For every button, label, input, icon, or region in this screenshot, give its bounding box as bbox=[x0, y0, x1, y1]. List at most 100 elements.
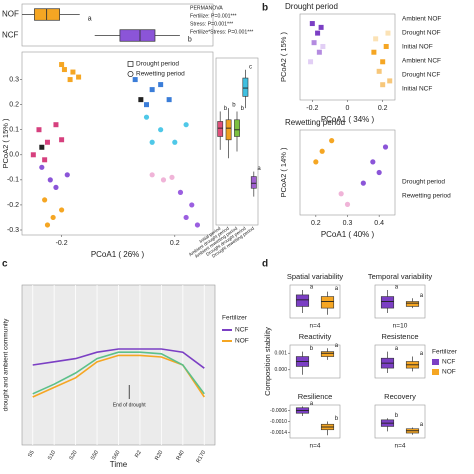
panel-title: Resilience bbox=[298, 392, 333, 401]
significance-letter: a bbox=[88, 15, 92, 22]
legend-label: Ambient NCF bbox=[402, 58, 441, 65]
point bbox=[144, 102, 150, 108]
point bbox=[44, 139, 50, 145]
panel-title: Resistence bbox=[381, 332, 418, 341]
x-tick-label: 0.4 bbox=[374, 220, 384, 227]
point bbox=[132, 77, 138, 83]
x-tick-label: R20 bbox=[154, 450, 164, 462]
box bbox=[320, 351, 335, 357]
box bbox=[119, 29, 156, 42]
y-tick-label: 0.1 bbox=[9, 127, 19, 134]
significance-letter: a bbox=[257, 166, 261, 172]
x-axis-title: PCoA1 ( 34% ) bbox=[321, 115, 375, 124]
legend-swatch bbox=[432, 369, 439, 375]
significance-letter: c bbox=[249, 64, 252, 70]
point bbox=[70, 69, 76, 75]
point bbox=[380, 59, 386, 65]
panel-label: d bbox=[262, 259, 268, 270]
point bbox=[149, 87, 155, 93]
point bbox=[149, 172, 155, 178]
point bbox=[360, 180, 366, 186]
point bbox=[53, 122, 59, 128]
legend-label: Drought NCF bbox=[402, 72, 440, 79]
x-tick-label: -0.2 bbox=[306, 105, 318, 112]
legend-label: NCF bbox=[235, 327, 248, 334]
point bbox=[311, 40, 317, 46]
point bbox=[344, 201, 351, 207]
point bbox=[313, 159, 319, 165]
legend-label: Initial NCF bbox=[402, 86, 432, 93]
legend-label: Rewetting period bbox=[402, 193, 451, 200]
point bbox=[30, 152, 36, 158]
point bbox=[309, 21, 315, 27]
x-tick-label: 0.2 bbox=[170, 240, 180, 247]
legend-label: Drought period bbox=[402, 179, 445, 186]
point bbox=[371, 49, 377, 55]
y-tick-label: 0.2 bbox=[9, 101, 19, 108]
box bbox=[225, 119, 232, 141]
point bbox=[183, 122, 189, 128]
category-label: NOF bbox=[2, 10, 19, 19]
significance-letter: a bbox=[420, 351, 424, 357]
point bbox=[59, 62, 65, 68]
significance-letter: a bbox=[395, 285, 399, 291]
point bbox=[169, 174, 175, 180]
point bbox=[172, 139, 178, 145]
stats-note: PERMANOVA bbox=[190, 5, 223, 11]
point bbox=[50, 214, 56, 221]
x-tick-label: S10 bbox=[47, 450, 57, 461]
point bbox=[316, 49, 322, 55]
point bbox=[177, 189, 184, 195]
box bbox=[234, 119, 240, 137]
point bbox=[373, 36, 379, 42]
point bbox=[338, 191, 344, 197]
x-tick-label: 0.2 bbox=[378, 105, 388, 112]
significance-letter: a bbox=[310, 401, 314, 407]
y-tick-label: 0.001 bbox=[274, 351, 287, 357]
legend-label: Rewetting period bbox=[136, 71, 185, 78]
significance-letter: a bbox=[335, 343, 339, 349]
point bbox=[39, 144, 45, 150]
x-tick-label: S20 bbox=[69, 450, 79, 461]
significance-letter: a bbox=[420, 293, 424, 299]
legend-swatch bbox=[432, 359, 439, 365]
y-axis-title: PCoA2 ( 15% ) bbox=[279, 31, 288, 82]
y-tick-label: -0.1 bbox=[7, 177, 19, 184]
point bbox=[149, 139, 155, 145]
x-tick-label: S5 bbox=[27, 450, 36, 459]
box bbox=[250, 176, 257, 189]
point bbox=[329, 138, 335, 144]
point bbox=[59, 137, 65, 143]
point bbox=[143, 114, 150, 120]
y-tick-label: -0.3 bbox=[7, 227, 19, 234]
box bbox=[295, 294, 310, 307]
y-tick-label: 0.0 bbox=[9, 152, 19, 159]
significance-letter: b bbox=[232, 103, 236, 109]
x-tick-label: 0 bbox=[346, 105, 350, 112]
significance-letter: a bbox=[420, 422, 424, 428]
x-tick-label: R170 bbox=[195, 450, 207, 464]
significance-letter: b bbox=[188, 36, 192, 43]
plot-frame bbox=[299, 13, 396, 101]
significance-letter: b bbox=[241, 106, 245, 112]
point bbox=[67, 77, 73, 83]
x-tick-label: 0.2 bbox=[311, 220, 321, 227]
chart-title: Rewetting period bbox=[285, 118, 345, 127]
annotation: End of drought bbox=[113, 402, 146, 408]
significance-letter: b bbox=[224, 106, 228, 112]
point bbox=[44, 222, 51, 228]
x-tick-label: S50 bbox=[90, 450, 100, 461]
point bbox=[376, 68, 382, 74]
point bbox=[380, 82, 386, 88]
point bbox=[308, 59, 314, 65]
y-tick-label: 0.3 bbox=[9, 76, 19, 83]
legend-title: Fertilizer bbox=[222, 315, 248, 322]
significance-letter: b bbox=[310, 346, 314, 352]
stats-note: Fertilize*Stress: P=0.001*** bbox=[190, 29, 253, 35]
point bbox=[166, 97, 172, 103]
sample-size: n=4 bbox=[309, 443, 320, 450]
point bbox=[383, 43, 389, 49]
y-axis-title: PCoA2 ( 15% ) bbox=[1, 118, 10, 169]
panel-label: b bbox=[262, 3, 268, 14]
